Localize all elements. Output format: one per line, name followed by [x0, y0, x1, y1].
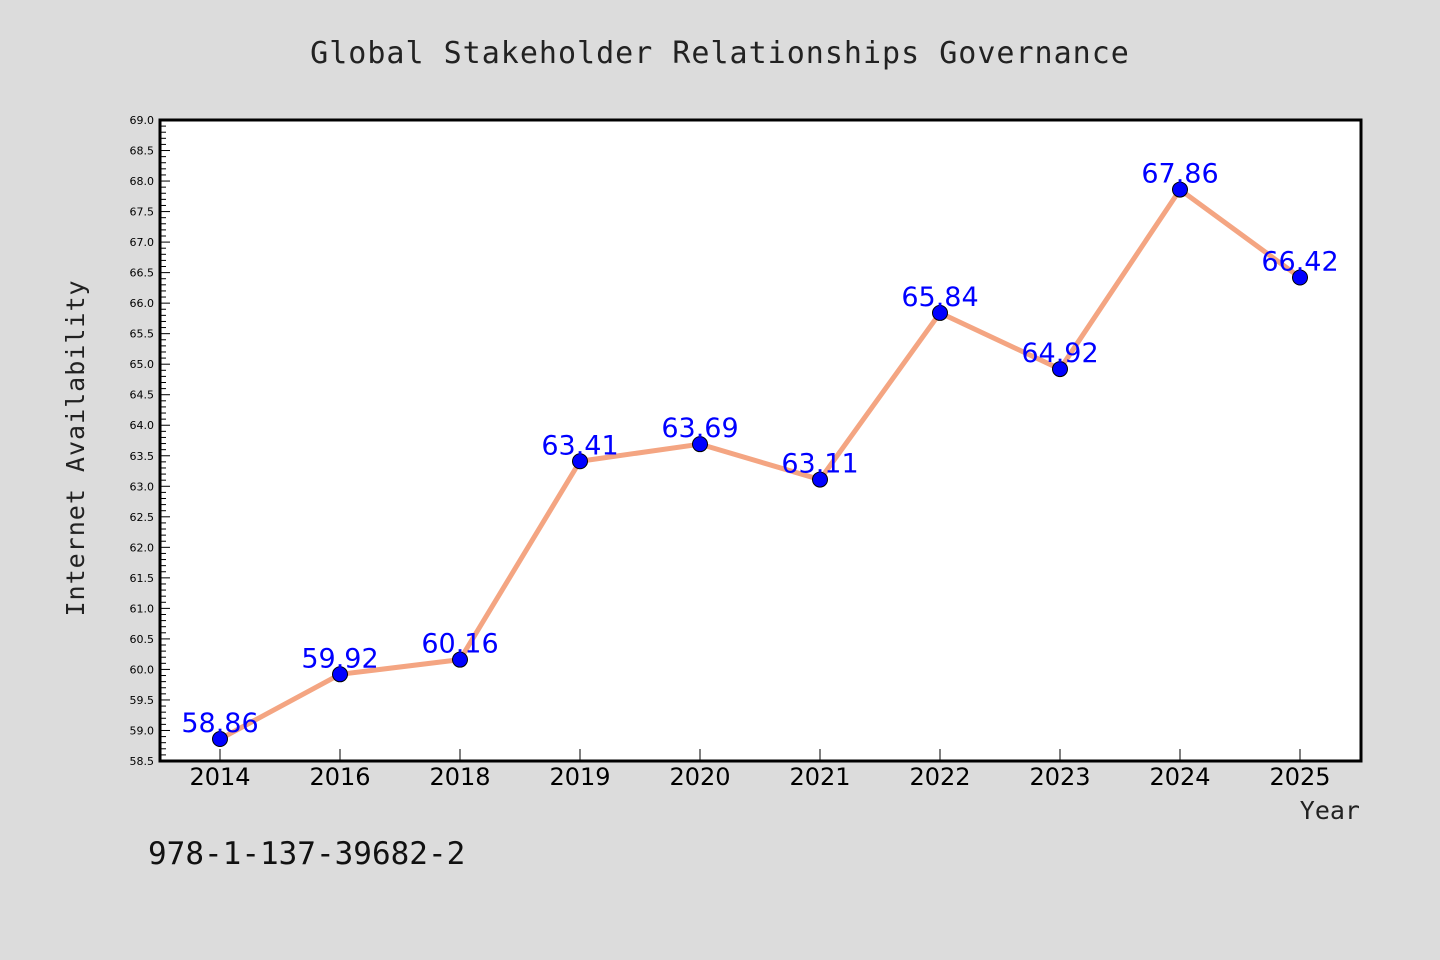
- y-tick-label: 66.5: [130, 267, 155, 280]
- data-label: 63.11: [781, 449, 858, 480]
- y-tick-label: 64.0: [130, 419, 155, 432]
- y-tick-label: 59.0: [130, 724, 155, 737]
- y-axis: 58.5 59.0 59.5 60.0 60.5 61.0 61.5 62.0 62.5 63.0…: [130, 114, 170, 768]
- plot-area: [158, 118, 1363, 763]
- y-tick-label: 69.0: [130, 114, 155, 127]
- data-point: [932, 304, 948, 321]
- y-tick-label: 60.0: [130, 663, 155, 676]
- x-tick-label: 2023: [1029, 763, 1090, 791]
- x-tick-label: 2014: [189, 763, 250, 791]
- chart-title: Global Stakeholder Relationships Governa…: [310, 36, 1130, 71]
- data-label: 58.86: [181, 708, 258, 739]
- data-label: 65.84: [901, 282, 978, 313]
- y-tick-label: 68.0: [130, 175, 155, 188]
- y-tick-label: 61.0: [130, 602, 155, 615]
- data-point: [692, 436, 708, 453]
- x-tick-label: 2021: [789, 763, 850, 791]
- data-label: 66.42: [1261, 247, 1338, 278]
- y-tick-label: 65.5: [130, 328, 155, 341]
- y-tick-label: 63.0: [130, 480, 155, 493]
- x-tick-label: 2018: [429, 763, 490, 791]
- data-label: 63.41: [541, 430, 618, 461]
- x-tick-label: 2022: [909, 763, 970, 791]
- data-label: 67.86: [1141, 159, 1218, 190]
- x-axis-label: Year: [1300, 796, 1360, 825]
- x-tick-label: 2020: [669, 763, 730, 791]
- y-tick-label: 59.5: [130, 694, 155, 707]
- x-tick-label: 2024: [1149, 763, 1210, 791]
- footer-isbn: 978-1-137-39682-2: [148, 836, 465, 872]
- y-axis-label: Internet Availability: [61, 279, 90, 616]
- y-tick-label: 60.5: [130, 633, 155, 646]
- x-tick-label: 2019: [549, 763, 610, 791]
- data-point: [572, 453, 588, 470]
- data-labels: 58.86 59.92 60.16 63.41 63.69 63.11 65.84 64.92…: [181, 159, 1338, 739]
- data-point: [1292, 269, 1308, 286]
- data-point: [1172, 181, 1188, 198]
- data-label: 59.92: [301, 643, 378, 674]
- y-tick-label: 64.5: [130, 389, 155, 402]
- data-label: 60.16: [421, 629, 498, 660]
- series-group: [212, 181, 1308, 748]
- y-tick-label: 66.0: [130, 297, 155, 310]
- y-tick-label: 68.5: [130, 145, 155, 158]
- series-line: [217, 187, 1303, 742]
- data-point: [812, 471, 828, 488]
- data-point: [452, 651, 468, 668]
- y-tick-label: 67.0: [130, 236, 155, 249]
- x-axis: 2014 2016 2018 2019 2020 2021 2022 2023 2024 2025: [189, 749, 1331, 791]
- y-tick-label: 65.0: [130, 358, 155, 371]
- y-tick-label: 62.0: [130, 541, 155, 554]
- x-tick-label: 2025: [1269, 763, 1330, 791]
- y-tick-label: 61.5: [130, 572, 155, 585]
- y-tick-label: 62.5: [130, 511, 155, 524]
- data-label: 63.69: [661, 413, 738, 444]
- y-tick-label: 67.5: [130, 206, 155, 219]
- y-tick-label: 58.5: [130, 755, 155, 768]
- x-tick-label: 2016: [309, 763, 370, 791]
- data-point: [332, 666, 348, 683]
- data-point: [212, 731, 228, 748]
- data-label: 64.92: [1021, 338, 1098, 369]
- data-point: [1052, 361, 1068, 378]
- y-tick-label: 63.5: [130, 450, 155, 463]
